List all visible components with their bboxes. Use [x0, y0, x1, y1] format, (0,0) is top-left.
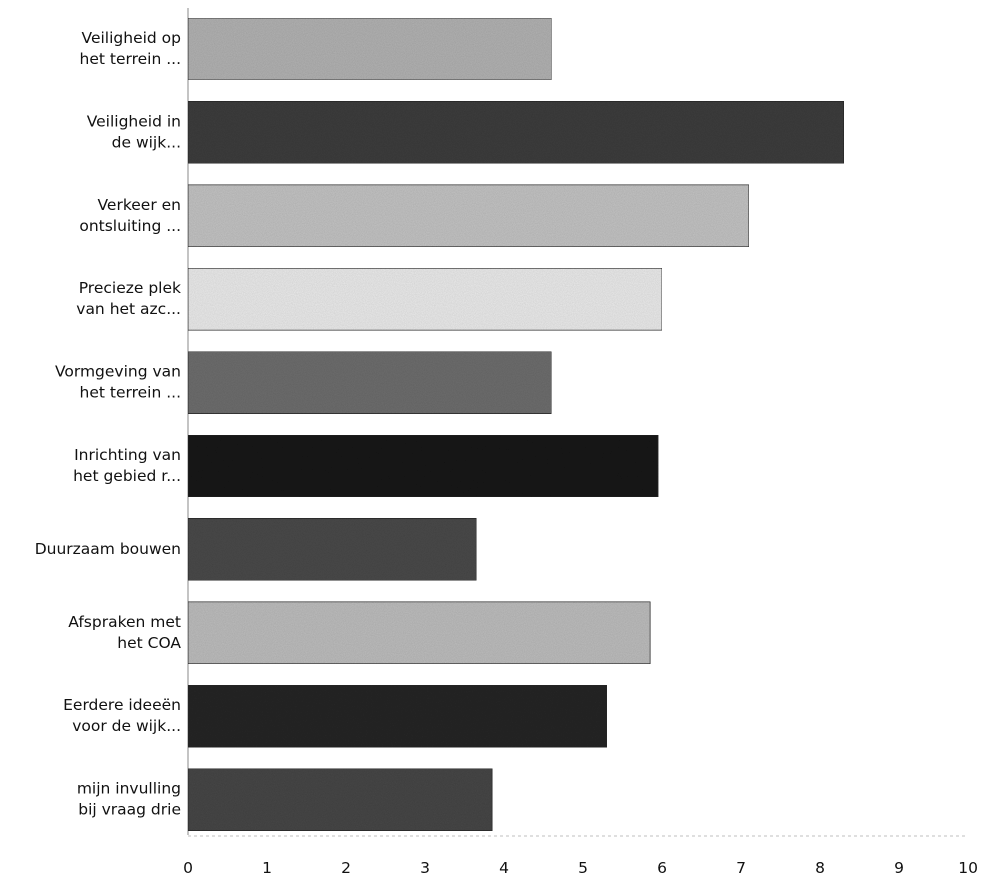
category-label-9-line-0: mijn invulling — [77, 780, 181, 798]
bar-6 — [187, 518, 477, 581]
x-tick-label-5: 5 — [578, 859, 588, 877]
x-tick-label-6: 6 — [657, 859, 667, 877]
bar-2 — [187, 184, 750, 248]
category-label-3-line-0: Precieze plek — [79, 279, 181, 297]
category-label-0-line-0: Veiligheid op — [82, 29, 181, 47]
bar-9 — [187, 768, 493, 831]
x-tick-label-2: 2 — [341, 859, 351, 877]
bar-4 — [187, 351, 552, 415]
x-tick-labels: 0 1 2 3 4 5 6 7 8 9 10 — [183, 859, 978, 877]
category-label-8-line-1: voor de wijk... — [72, 717, 181, 735]
category-label-7-line-0: Afspraken met — [68, 613, 181, 631]
category-label-5-line-0: Inrichting van — [74, 446, 181, 464]
category-label-7-line-1: het COA — [117, 634, 181, 652]
category-label-2-line-1: ontsluiting ... — [79, 217, 181, 235]
category-label-1-line-0: Veiligheid in — [87, 112, 181, 130]
x-tick-label-7: 7 — [736, 859, 746, 877]
category-label-9-line-1: bij vraag drie — [78, 801, 181, 819]
x-tick-label-1: 1 — [262, 859, 272, 877]
category-label-1-line-1: de wijk... — [112, 133, 181, 151]
category-label-0-line-1: het terrein ... — [80, 50, 181, 68]
x-tick-label-4: 4 — [499, 859, 509, 877]
x-tick-label-3: 3 — [420, 859, 430, 877]
category-label-2-line-0: Verkeer en — [98, 196, 181, 214]
category-label-5-line-1: het gebied r... — [73, 467, 181, 485]
x-tick-label-8: 8 — [815, 859, 825, 877]
bars-group — [187, 17, 845, 831]
bar-8 — [187, 684, 608, 748]
bar-3 — [187, 267, 663, 331]
category-label-4-line-0: Vormgeving van — [55, 363, 181, 381]
bar-7 — [187, 601, 651, 665]
bar-0 — [187, 17, 552, 81]
category-label-8-line-0: Eerdere ideeën — [63, 696, 181, 714]
bar-5 — [187, 434, 659, 498]
x-tick-label-9: 9 — [894, 859, 904, 877]
x-tick-label-10: 10 — [958, 859, 978, 877]
category-labels: Veiligheid op het terrein ... Veiligheid i… — [35, 29, 182, 819]
category-label-4-line-1: het terrein ... — [80, 384, 181, 402]
category-label-3-line-1: van het azc... — [76, 300, 181, 318]
bar-1 — [187, 101, 845, 164]
x-tick-label-0: 0 — [183, 859, 193, 877]
category-label-6-line-0: Duurzaam bouwen — [35, 540, 181, 558]
